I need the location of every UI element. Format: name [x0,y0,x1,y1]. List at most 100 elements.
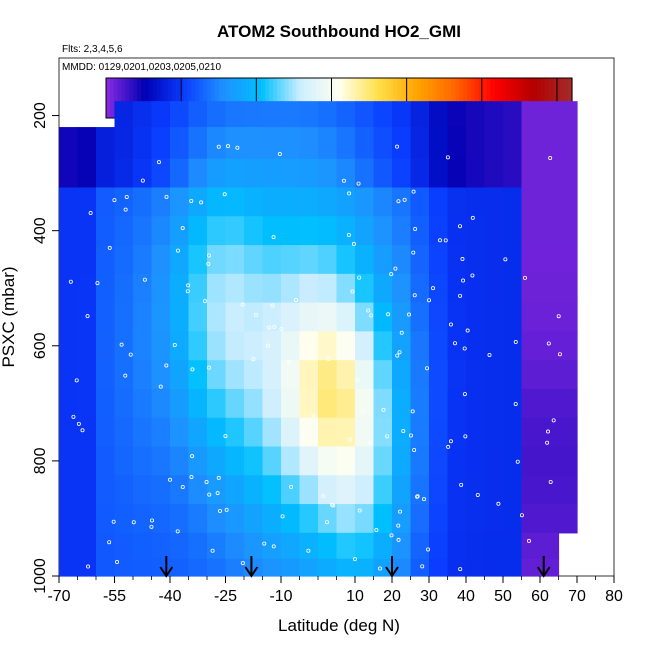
heatmap-cell [262,558,282,577]
heatmap-cell [188,475,208,505]
colorbar-segment [148,78,154,118]
colorbar-segment [370,78,375,118]
heatmap-cell [133,216,153,246]
x-tick-label: 50 [494,588,512,605]
heatmap-cell [281,532,301,560]
heatmap-cell [77,273,97,304]
observation-point [301,352,306,357]
heatmap-cell [225,273,245,304]
heatmap-cell [225,245,245,275]
heatmap-cell [355,417,375,448]
heatmap-cell [410,446,430,476]
observation-point [513,401,518,406]
heatmap-cell [503,331,523,361]
colorbar-segment [537,78,542,118]
colorbar-segment [451,78,457,118]
heatmap-cell [244,475,264,505]
heatmap-cell [207,504,227,534]
heatmap-cell [503,475,523,505]
heatmap-cell [262,187,282,217]
colorbar-segment [385,78,391,118]
heatmap-cell [188,532,208,560]
colorbar-segment [428,78,433,118]
observation-point [519,513,524,518]
observation-point [470,215,475,220]
heatmap-cell [336,127,356,160]
observation-point [431,286,436,291]
heatmap-cell [503,504,523,534]
observation-point [448,439,453,444]
heatmap-cell [466,475,486,505]
heatmap-cell [281,187,301,217]
heatmap-cell [540,475,560,505]
observation-point [459,482,464,487]
heatmap-cell [225,331,245,361]
observation-point [395,353,400,358]
heatmap-cell [77,532,97,560]
heatmap-cell [521,558,541,577]
heatmap-cell [484,446,504,476]
colorbar [105,77,573,119]
heatmap-cell [299,216,319,246]
observation-point [386,312,391,317]
chart-title: ATOM2 Southbound HO2_GMI [217,22,461,41]
observation-point [206,365,211,370]
heatmap-cell [336,475,356,505]
heatmap-cell [244,101,264,128]
heatmap-cell [225,475,245,505]
heatmap-cell [77,446,97,476]
observation-point [88,211,93,216]
colorbar-segment [494,78,499,118]
heatmap-cell [318,216,338,246]
heatmap-cell [484,302,504,332]
heatmap-cell [447,446,467,476]
colorbar-segment [568,78,573,118]
heatmap-cell [336,302,356,332]
observation-point [150,518,155,523]
heatmap-cell [59,216,79,246]
observation-point [95,281,100,286]
heatmap-cell [96,273,116,304]
heatmap-cell [281,417,301,448]
observation-point [475,492,480,497]
observation-point [175,248,180,253]
observation-point [503,257,508,262]
colorbar-segment [117,78,123,118]
profile-marker-arrow [244,566,259,578]
observation-point [411,250,416,255]
heatmap-cell [170,331,190,361]
heatmap-cell [392,475,412,505]
colorbar-segment [133,78,138,118]
heatmap-cell [466,504,486,534]
observation-point [266,343,271,348]
heatmap-cell [170,475,190,505]
heatmap-cell [188,504,208,534]
colorbar-segment [292,78,297,118]
heatmap-cell [336,532,356,560]
heatmap-cell [96,475,116,505]
observation-point [425,366,430,371]
heatmap-cell [114,127,134,160]
heatmap-cell [373,101,393,128]
observation-point [352,557,357,562]
heatmap-cell [336,558,356,577]
observation-point [158,384,163,389]
heatmap-cell [355,558,375,577]
observation-point [381,407,386,412]
heatmap-cell [244,216,264,246]
heatmap-cell [133,187,153,217]
observation-point [377,566,382,571]
observation-point [426,298,431,303]
heatmap-cell [188,187,208,217]
heatmap-cell [336,360,356,390]
heatmap-cell [151,532,171,560]
colorbar-segment [354,78,360,118]
heatmap-cell [151,360,171,390]
observation-point [224,507,229,512]
heatmap-cell [336,101,356,128]
heatmap-cell [114,504,134,534]
heatmap-cell [299,101,319,128]
heatmap-cell [281,475,301,505]
heatmap-cell [59,360,79,390]
heatmap-cell [558,187,578,217]
